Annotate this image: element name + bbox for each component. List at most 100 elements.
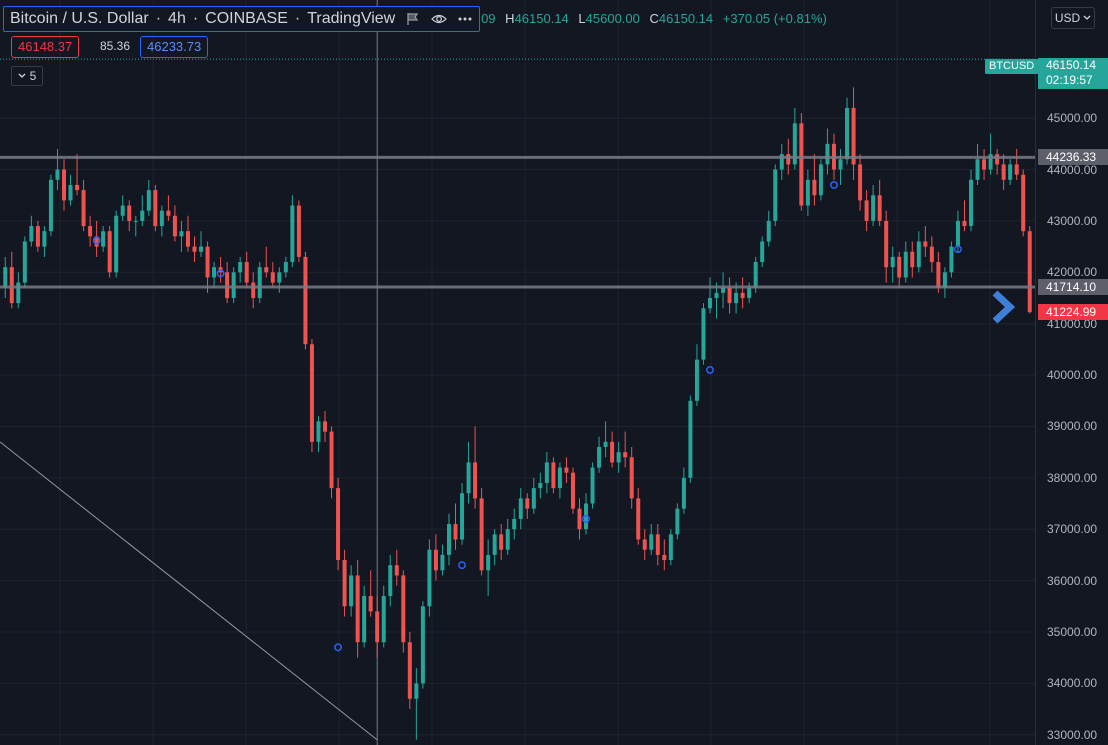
candle-body: [1001, 164, 1006, 180]
candle-body: [172, 215, 177, 237]
chevron-down-icon: [18, 73, 26, 78]
more-icon[interactable]: [457, 11, 473, 27]
candle-body: [694, 359, 699, 401]
candle-body: [701, 308, 706, 360]
chevron-right-icon[interactable]: [990, 290, 1018, 324]
candle-body: [94, 236, 99, 247]
candle-body: [734, 292, 739, 304]
change-value: +370.05 (+0.81%): [722, 11, 827, 26]
candle-body: [903, 251, 908, 278]
candle-body: [753, 262, 758, 288]
candle-body: [303, 256, 308, 345]
trend-line: [0, 441, 378, 741]
candle-body: [101, 231, 106, 247]
candle-body: [681, 477, 686, 509]
candle-body: [192, 246, 197, 252]
candle-body: [538, 482, 543, 489]
price-tick-label: 34000.00: [1047, 676, 1098, 691]
candle-body: [225, 272, 230, 298]
candle-body: [1027, 231, 1032, 313]
indicator-count: 5: [29, 69, 37, 83]
candle-body: [897, 256, 902, 278]
candle-body: [329, 431, 334, 489]
symbol-title[interactable]: Bitcoin / U.S. Dollar · 4h · COINBASE · …: [3, 6, 481, 32]
price-tick-label: 33000.00: [1047, 727, 1098, 742]
sell-price-button[interactable]: 46148.37: [11, 36, 80, 58]
price-scale[interactable]: [1035, 0, 1108, 745]
data-source: TradingView: [307, 10, 396, 27]
candle-body: [714, 292, 719, 298]
low-key: L: [578, 11, 586, 26]
candle-body: [68, 184, 73, 201]
price-tick-label: 41000.00: [1047, 316, 1098, 331]
candle-body: [760, 241, 765, 263]
separator: ·: [192, 10, 199, 27]
candle-body: [75, 184, 80, 191]
interval[interactable]: 4h: [168, 10, 186, 27]
price-tick-label: 44000.00: [1047, 162, 1098, 177]
candle-body: [590, 467, 595, 504]
current-price-value: 46150.14: [1046, 58, 1097, 72]
candle-body: [342, 560, 347, 607]
candle-body: [290, 205, 295, 263]
candle-body: [505, 529, 510, 550]
candle-body: [9, 267, 14, 304]
hline-upper-label: 44236.33: [1038, 149, 1108, 166]
eye-icon[interactable]: [431, 11, 448, 27]
candle-body: [283, 262, 288, 273]
candle-body: [212, 267, 217, 278]
candle-body: [518, 498, 523, 519]
candle-body: [890, 256, 895, 268]
candle-body: [127, 205, 132, 221]
candle-body: [388, 565, 393, 596]
candle-body: [323, 421, 328, 432]
candle-body: [766, 220, 771, 242]
candle-body: [88, 226, 93, 237]
close-value: 46150.14: [658, 11, 714, 26]
spread-value: 85.36: [100, 39, 131, 53]
candle-body: [942, 272, 947, 288]
candle-body: [629, 457, 634, 499]
candle-body: [551, 462, 556, 489]
candle-body: [792, 123, 797, 165]
candle-body: [603, 441, 608, 447]
candle-body: [316, 421, 321, 442]
candle-body: [923, 241, 928, 247]
high-key: H: [505, 11, 515, 26]
candle-body: [453, 524, 458, 540]
candle-body: [362, 596, 367, 643]
indicators-toggle[interactable]: 5: [11, 66, 43, 86]
candle-body: [975, 159, 980, 180]
candle-body: [786, 154, 791, 165]
candle-body: [270, 272, 275, 283]
buy-price-button[interactable]: 46233.73: [140, 36, 209, 58]
candle-body: [773, 169, 778, 221]
close-key: C: [649, 11, 659, 26]
candle-body: [251, 282, 256, 298]
candle-body: [1008, 164, 1013, 180]
candle-body: [407, 642, 412, 699]
candle-body: [845, 107, 850, 160]
flag-icon[interactable]: [405, 11, 421, 27]
currency-button[interactable]: USD: [1051, 7, 1095, 29]
price-tick-label: 36000.00: [1047, 573, 1098, 588]
candle-body: [597, 447, 602, 468]
candle-body: [512, 518, 517, 530]
candle-body: [460, 493, 465, 540]
candle-body: [525, 498, 530, 509]
candle-body: [107, 231, 112, 273]
event-marker: [706, 365, 714, 374]
candle-body: [401, 575, 406, 643]
candle-body: [805, 179, 810, 206]
candle-body: [81, 190, 86, 227]
candle-body: [871, 195, 876, 221]
event-marker: [216, 269, 225, 278]
candle-body: [205, 246, 210, 278]
ohlc-legend: 63.09 H46150.14 L45600.00 C46150.14 +370…: [463, 11, 827, 26]
candle-body: [577, 508, 582, 530]
exchange: COINBASE: [205, 10, 288, 27]
candle-body: [851, 107, 856, 165]
candle-body: [61, 169, 66, 201]
